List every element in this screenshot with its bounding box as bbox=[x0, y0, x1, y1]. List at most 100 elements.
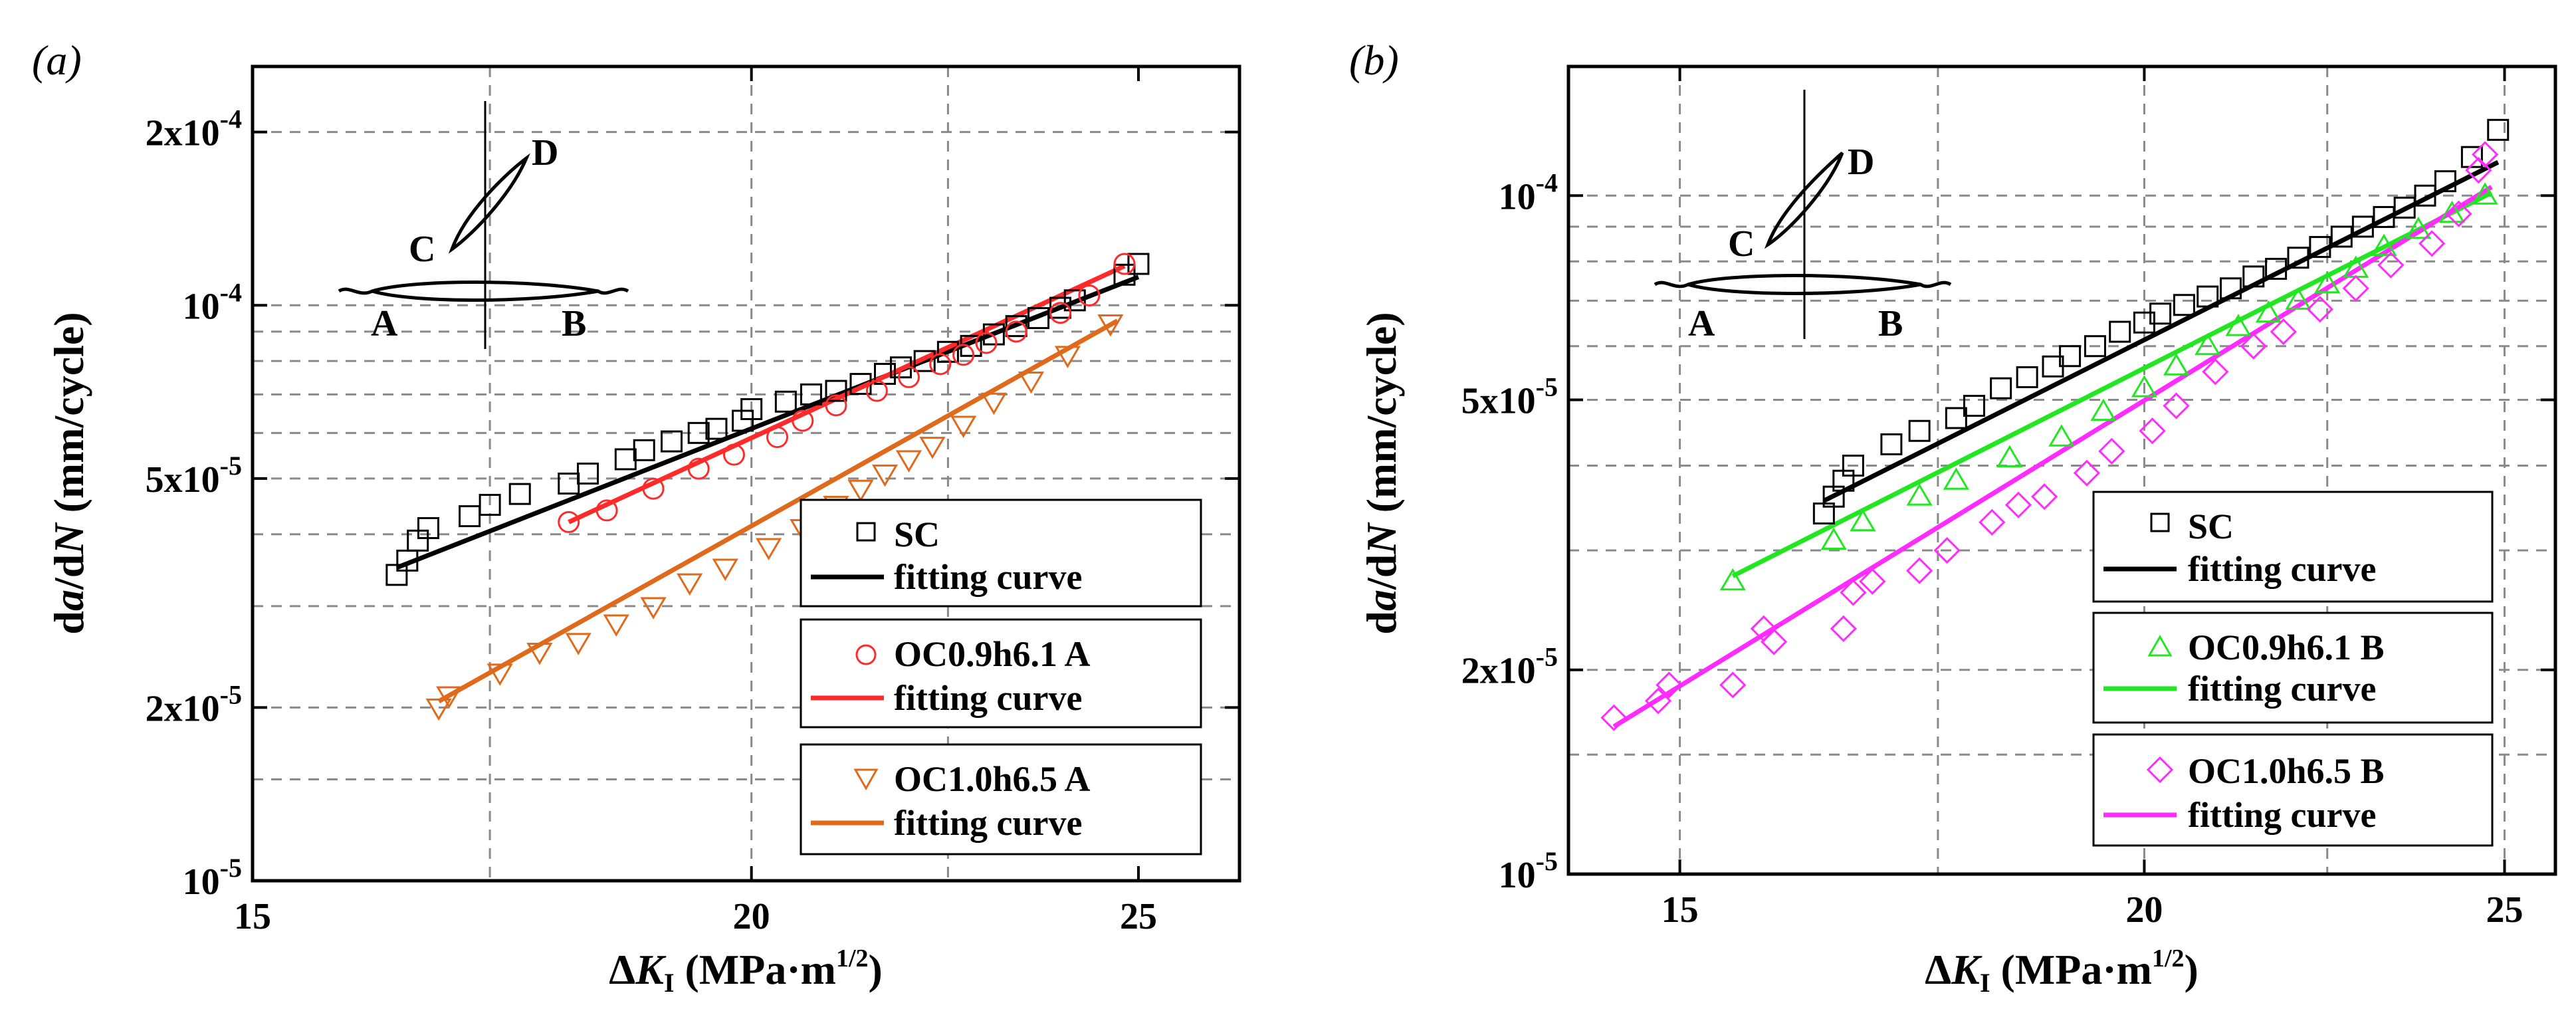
point-a-oc10-0 bbox=[425, 698, 452, 721]
inset-label-a-D: D bbox=[532, 132, 558, 173]
point-b-sc-15 bbox=[2149, 302, 2172, 325]
point-b-sc-24 bbox=[2351, 215, 2374, 238]
point-a-oc09-7 bbox=[825, 394, 847, 417]
point-b-sc-20 bbox=[2265, 257, 2288, 280]
point-b-sc-3 bbox=[1842, 454, 1864, 477]
point-b-oc09-14 bbox=[2314, 271, 2341, 294]
x-axis-label-a: ΔKI (MPa·m1/2) bbox=[609, 945, 883, 998]
point-b-sc-4 bbox=[1880, 433, 1903, 455]
panel-a-label: (a) bbox=[32, 37, 82, 84]
point-a-oc10-19 bbox=[1054, 346, 1081, 368]
plot-frame-b bbox=[1566, 64, 2557, 876]
point-b-oc10-20 bbox=[2270, 318, 2297, 346]
point-b-oc10-8 bbox=[1859, 568, 1886, 595]
point-a-sc-15 bbox=[740, 397, 763, 420]
point-b-sc-21 bbox=[2287, 247, 2309, 269]
legend-label-b-oc10: OC1.0h6.5 B bbox=[2188, 751, 2385, 791]
point-a-sc-14 bbox=[732, 409, 754, 432]
point-a-sc-4 bbox=[459, 505, 481, 528]
legend-marker-b-oc09 bbox=[2147, 634, 2173, 657]
point-b-sc-6 bbox=[1945, 407, 1967, 429]
point-a-oc10-15 bbox=[919, 437, 946, 459]
plot-frame-a bbox=[251, 64, 1241, 883]
point-a-sc-18 bbox=[825, 380, 847, 402]
point-b-oc10-0 bbox=[1600, 704, 1628, 731]
point-b-oc10-3 bbox=[1719, 671, 1747, 699]
point-b-oc10-2 bbox=[1656, 671, 1683, 699]
panel-b: (b) A B C D SC fitting curve OC0.9h6.1 B… bbox=[1349, 37, 2557, 998]
point-a-oc09-2 bbox=[642, 477, 665, 500]
y-axis-label-b: da/dN (mm/cycle) bbox=[1358, 312, 1405, 634]
point-b-oc10-18 bbox=[2202, 358, 2229, 386]
point-b-oc10-5 bbox=[1761, 628, 1788, 655]
point-b-sc-17 bbox=[2197, 285, 2219, 308]
inset-label-b-D: D bbox=[1848, 142, 1874, 183]
legend-fit-a-oc10: fitting curve bbox=[894, 803, 1082, 843]
y-tick-label-b-1: 2x10-5 bbox=[1461, 642, 1558, 692]
legend-label-a-oc09: OC0.9h6.1 A bbox=[894, 634, 1091, 674]
point-b-oc09-2 bbox=[1850, 509, 1876, 532]
point-a-oc09-6 bbox=[792, 409, 814, 432]
legend-box-b-sc bbox=[2092, 491, 2494, 603]
point-b-oc09-8 bbox=[2131, 375, 2158, 397]
point-b-oc09-9 bbox=[2163, 353, 2190, 376]
point-a-oc09-4 bbox=[722, 443, 745, 466]
point-a-sc-10 bbox=[633, 439, 655, 461]
point-b-oc09-13 bbox=[2285, 287, 2311, 310]
inset-label-a-B: B bbox=[562, 303, 586, 344]
point-b-sc-14 bbox=[2133, 311, 2155, 334]
point-a-sc-25 bbox=[982, 323, 1005, 346]
fit-line-a-oc10 bbox=[437, 318, 1119, 704]
point-a-sc-9 bbox=[614, 448, 637, 471]
x-tick-label-b-0: 15 bbox=[1662, 889, 1699, 931]
inset-label-b-C: C bbox=[1728, 223, 1755, 265]
y-tick-label-a-4: 2x10-4 bbox=[146, 104, 242, 154]
point-a-oc09-16 bbox=[1113, 253, 1136, 275]
point-a-oc09-8 bbox=[865, 380, 888, 402]
point-a-oc10-1 bbox=[436, 686, 463, 709]
point-b-oc09-17 bbox=[2405, 216, 2432, 239]
point-b-oc10-16 bbox=[2139, 417, 2166, 445]
legend-fit-a-sc: fitting curve bbox=[894, 557, 1082, 597]
point-b-oc10-6 bbox=[1830, 615, 1857, 642]
legend-box-b-oc09 bbox=[2092, 612, 2494, 724]
point-a-oc09-10 bbox=[929, 353, 952, 376]
point-a-oc10-18 bbox=[1018, 371, 1045, 394]
point-a-oc10-20 bbox=[1097, 314, 1124, 337]
legend-fit-a-oc09: fitting curve bbox=[894, 678, 1082, 718]
point-a-sc-8 bbox=[577, 462, 599, 485]
y-tick-label-a-3: 10-4 bbox=[183, 277, 242, 327]
point-a-sc-23 bbox=[936, 340, 959, 363]
point-a-sc-27 bbox=[1027, 307, 1050, 330]
point-b-oc09-0 bbox=[1719, 568, 1746, 591]
point-b-oc10-23 bbox=[2377, 251, 2405, 279]
point-b-sc-29 bbox=[2460, 146, 2483, 168]
crack-inset-b: A B C D bbox=[1654, 90, 1952, 344]
legend-label-b-oc09: OC0.9h6.1 B bbox=[2188, 627, 2385, 667]
point-a-sc-13 bbox=[705, 417, 728, 440]
fit-line-b-sc bbox=[1822, 160, 2500, 503]
point-a-oc10-14 bbox=[895, 450, 922, 473]
inset-label-b-A: A bbox=[1688, 303, 1715, 344]
y-tick-label-a-1: 2x10-5 bbox=[146, 679, 242, 729]
point-b-sc-7 bbox=[1963, 395, 1985, 417]
x-axis-label-b: ΔKI (MPa·m1/2) bbox=[1925, 945, 2199, 998]
point-b-oc10-21 bbox=[2306, 296, 2333, 323]
point-a-sc-31 bbox=[1127, 253, 1150, 275]
point-a-sc-17 bbox=[800, 383, 822, 405]
point-b-oc09-7 bbox=[2090, 398, 2117, 421]
legend-label-a-oc10: OC1.0h6.5 A bbox=[894, 759, 1091, 799]
point-b-oc09-11 bbox=[2225, 314, 2252, 336]
point-a-oc09-13 bbox=[1005, 320, 1027, 343]
point-b-sc-26 bbox=[2393, 196, 2416, 219]
point-b-sc-16 bbox=[2173, 294, 2195, 316]
x-tick-label-a-1: 20 bbox=[733, 896, 770, 937]
point-a-oc10-7 bbox=[677, 573, 703, 596]
legend-marker-a-oc10 bbox=[853, 768, 879, 791]
legend-fit-b-sc: fitting curve bbox=[2188, 549, 2376, 589]
point-a-sc-7 bbox=[558, 472, 580, 495]
point-b-sc-5 bbox=[1908, 419, 1931, 442]
point-b-sc-13 bbox=[2109, 320, 2131, 343]
point-a-oc10-9 bbox=[756, 538, 782, 561]
